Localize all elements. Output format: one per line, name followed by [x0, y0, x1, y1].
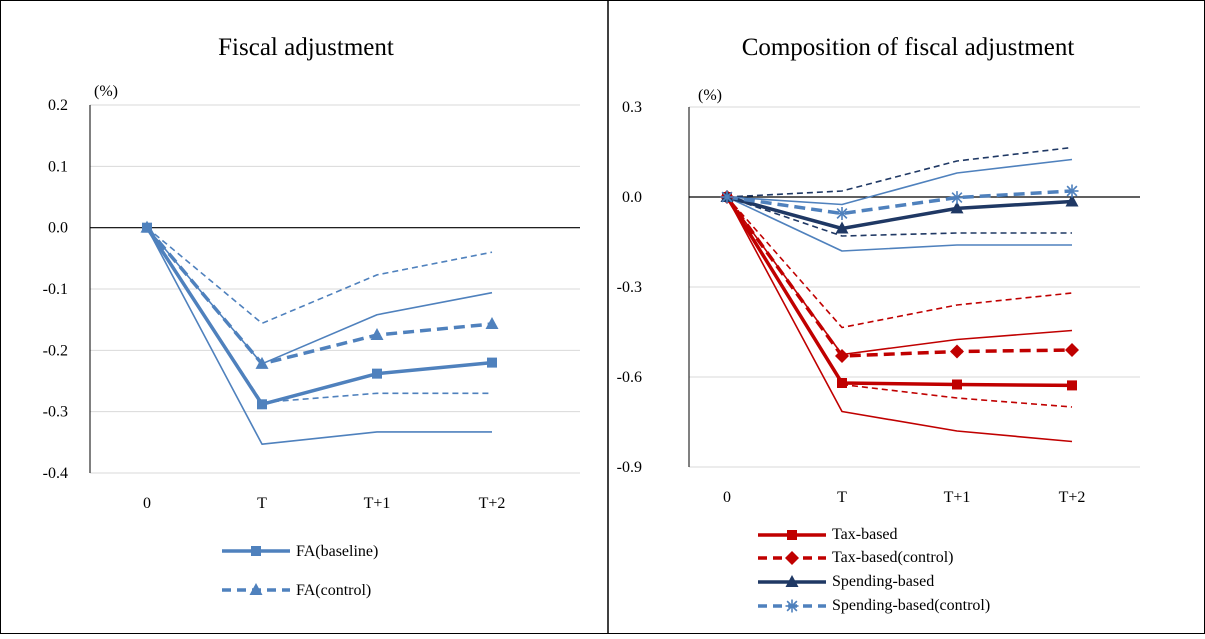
legend-label: Spending-based(control): [832, 597, 990, 614]
y-tick-label: 0.0: [48, 220, 68, 237]
series-lines: [725, 146, 1073, 443]
data-point-spending-based: [950, 201, 964, 214]
y-tick-label: 0.2: [48, 97, 68, 114]
series-line-fa-baseline: [145, 226, 493, 407]
confidence-band-line: [146, 227, 493, 365]
data-point-tax-based: [952, 379, 962, 390]
panel-composition: Composition of fiscal adjustment (%) 0.3…: [617, 34, 1140, 614]
legend-item-tax-based-control: Tax-based(control): [758, 549, 954, 566]
data-point-fa-control: [485, 316, 499, 329]
legend-item-tax-based: Tax-based: [758, 526, 898, 543]
y-tick-label: -0.3: [617, 279, 642, 296]
data-point-spending-based-control: [835, 207, 849, 220]
y-tick-label: -0.6: [617, 369, 642, 386]
confidence-band-line: [726, 196, 1072, 252]
confidence-band-line: [146, 227, 492, 445]
legend-marker-sample: [785, 551, 799, 565]
axes: 0.2 0.1 0.0 -0.1 -0.2 -0.3 -0.4 0 T T+1 T+2: [43, 97, 580, 512]
y-tick-label: -0.4: [43, 465, 68, 482]
data-point-tax-based-control: [835, 349, 849, 363]
legend-item-spending-based-control: Spending-based(control): [758, 597, 990, 614]
confidence-band-line: [726, 196, 1073, 443]
y-tick-label: -0.3: [43, 404, 68, 421]
data-point-spending-based: [835, 221, 849, 234]
legend-item-spending-based: Spending-based: [758, 573, 934, 590]
legend-label: Tax-based: [832, 526, 898, 543]
confidence-band-line: [726, 196, 1073, 408]
confidence-band-line: [726, 158, 1073, 206]
legend-item-fa-baseline: FA(baseline): [222, 543, 378, 560]
x-tick-label: T+2: [1059, 489, 1086, 506]
confidence-band-line: [726, 146, 1073, 198]
y-tick-label: -0.1: [43, 281, 68, 298]
data-point-fa-control: [370, 328, 384, 340]
y-tick-label: 0.1: [48, 158, 68, 175]
legend-marker-sample: [785, 599, 799, 613]
panel-title: Composition of fiscal adjustment: [742, 34, 1075, 61]
legend-label: Spending-based: [832, 573, 934, 590]
grid: [90, 104, 580, 474]
legend: Tax-based Tax-based(control) Spending-ba…: [758, 526, 990, 614]
confidence-band-line: [146, 227, 493, 325]
series-line-spending-based: [726, 195, 1073, 231]
x-tick-label: T+1: [364, 495, 391, 512]
data-point-spending-based-control: [950, 191, 964, 205]
data-point-spending-based-control: [1065, 184, 1079, 198]
legend-marker-sample: [785, 575, 799, 587]
axes: 0.3 0.0 -0.3 -0.6 -0.9 0 T T+1 T+2: [617, 99, 1140, 506]
legend-marker-sample: [249, 583, 263, 595]
confidence-band-line: [726, 196, 1072, 237]
data-point-fa-control: [140, 220, 154, 233]
series-markers: [140, 220, 499, 410]
unit-label: (%): [698, 87, 722, 104]
y-tick-label: -0.9: [617, 459, 642, 476]
series-line-fa-control: [145, 226, 493, 366]
panel-title: Fiscal adjustment: [218, 34, 394, 61]
series-line-spending-based-control: [726, 189, 1073, 216]
panel-fiscal-adjustment: Fiscal adjustment (%) 0.2 0.1 0.0 -0.1 -0.2 -…: [43, 34, 580, 599]
x-tick-label: T: [257, 495, 267, 512]
data-point-fa-control: [255, 356, 269, 369]
legend-label: Tax-based(control): [832, 549, 954, 566]
data-point-tax-based: [1067, 380, 1077, 391]
series-lines: [145, 226, 493, 445]
legend-item-fa-control: FA(control): [222, 582, 371, 599]
confidence-band-line: [726, 196, 1073, 356]
data-point-fa-baseline: [257, 399, 267, 410]
grid: [689, 106, 1140, 468]
confidence-band-line: [726, 196, 1073, 329]
legend-marker-sample: [251, 546, 261, 556]
legend-label: FA(baseline): [296, 543, 378, 560]
y-tick-label: -0.2: [43, 342, 68, 359]
data-point-tax-based: [837, 378, 847, 388]
confidence-band-line: [146, 227, 492, 404]
legend: FA(baseline) FA(control): [222, 543, 378, 599]
x-tick-label: T: [837, 489, 847, 506]
y-tick-label: 0.0: [622, 189, 642, 206]
x-tick-label: T+1: [944, 489, 971, 506]
data-point-spending-based-control: [720, 190, 734, 204]
series-markers: [720, 184, 1079, 391]
x-tick-label: 0: [723, 489, 731, 506]
series-line-tax-based: [725, 196, 1073, 388]
data-point-fa-baseline: [372, 368, 382, 379]
data-point-tax-based-control: [1065, 343, 1079, 357]
y-tick-label: 0.3: [622, 99, 642, 116]
x-tick-label: 0: [143, 495, 151, 512]
data-point-spending-based: [1065, 194, 1079, 207]
unit-label: (%): [94, 83, 118, 100]
legend-marker-sample: [787, 530, 797, 540]
data-point-fa-baseline: [487, 357, 497, 368]
data-point-tax-based-control: [950, 344, 964, 359]
x-tick-label: T+2: [479, 495, 506, 512]
legend-label: FA(control): [296, 582, 371, 599]
